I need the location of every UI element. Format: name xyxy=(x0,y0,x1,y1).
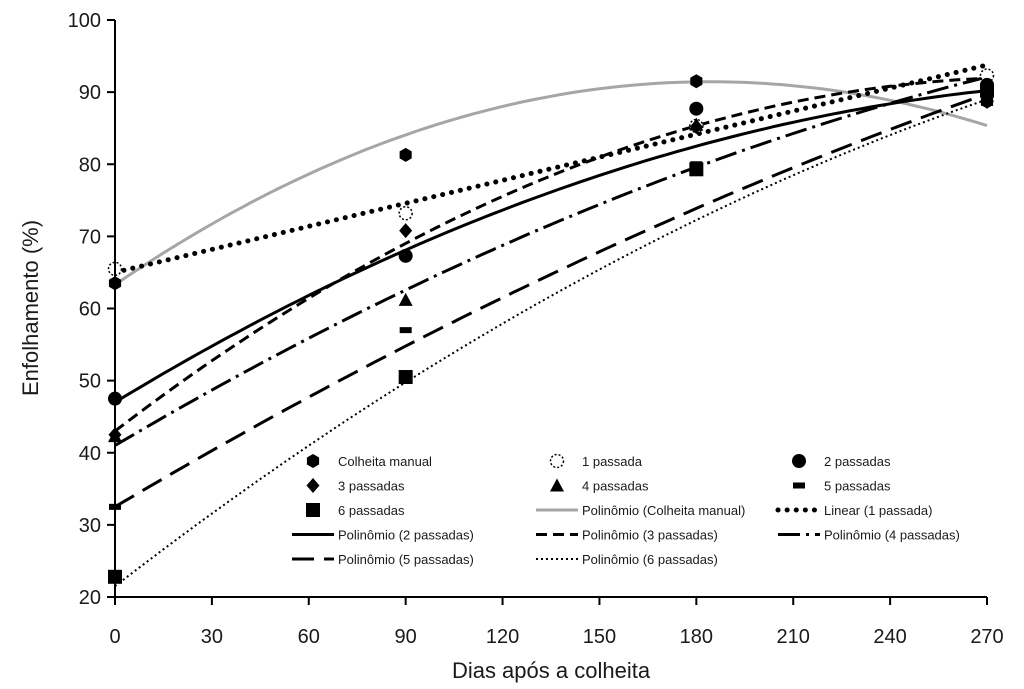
ticks: 0 30 60 90 120 150 180 210 240 270 20 30 40 50 60 70 80 9… xyxy=(68,10,1004,648)
legend-symbol xyxy=(549,453,565,469)
data-point-5-passadas xyxy=(399,327,412,334)
legend-label: Polinômio (6 passadas) xyxy=(582,552,718,567)
legend-entry-5-passadas: 5 passadas xyxy=(793,479,891,494)
legend-entry-colheita-manual: Colheita manual xyxy=(306,454,432,469)
y-tick-label: 50 xyxy=(79,371,101,393)
x-tick-label: 270 xyxy=(970,626,1003,648)
legend-entry-polinomio-2-passadas: Polinômio (2 passadas) xyxy=(292,528,474,543)
legend: Colheita manual 1 passada 2 passadas 3 pass… xyxy=(292,453,960,567)
data-point-colheita-manual xyxy=(690,74,703,89)
legend-label: 5 passadas xyxy=(824,479,891,494)
data-points xyxy=(107,68,995,584)
legend-entry-polinomio-colheita-manual: Polinômio (Colheita manual) xyxy=(536,503,745,518)
y-tick-label: 100 xyxy=(68,10,101,32)
legend-symbol xyxy=(550,478,564,492)
legend-symbol xyxy=(306,454,320,468)
x-axis-title: Dias após a colheita xyxy=(452,658,651,683)
x-tick-label: 60 xyxy=(298,626,320,648)
y-tick-label: 90 xyxy=(79,82,101,104)
legend-label: 3 passadas xyxy=(338,479,405,494)
legend-label: Polinômio (4 passadas) xyxy=(824,528,960,543)
legend-label: 6 passadas xyxy=(338,503,405,518)
legend-entry-4-passadas: 4 passadas xyxy=(550,478,649,494)
trendline-linear-1-passada xyxy=(112,62,990,275)
legend-symbol xyxy=(793,482,805,489)
y-tick-label: 30 xyxy=(79,515,101,537)
legend-entry-polinomio-3-passadas: Polinômio (3 passadas) xyxy=(536,528,718,543)
y-tick-label: 70 xyxy=(79,226,101,248)
x-tick-label: 180 xyxy=(680,626,713,648)
legend-symbol xyxy=(306,478,320,493)
legend-label: 1 passada xyxy=(582,454,643,469)
legend-symbol xyxy=(792,454,806,468)
data-point-4-passadas xyxy=(398,292,413,306)
data-point-2-passadas xyxy=(398,248,413,263)
legend-label: Polinômio (2 passadas) xyxy=(338,528,474,543)
y-tick-label: 20 xyxy=(79,587,101,609)
legend-entry-linear-1-passada: Linear (1 passada) xyxy=(775,503,932,518)
legend-label: Polinômio (5 passadas) xyxy=(338,552,474,567)
y-tick-label: 40 xyxy=(79,443,101,465)
x-tick-label: 0 xyxy=(109,626,120,648)
data-point-2-passadas xyxy=(689,101,704,116)
data-point-6-passadas xyxy=(398,370,413,385)
trendline-polinomio-4-passadas xyxy=(114,75,988,447)
trendline-polinomio-5-passadas xyxy=(114,92,988,509)
x-tick-label: 30 xyxy=(201,626,223,648)
data-point-colheita-manual xyxy=(399,147,412,162)
data-point-1-passada xyxy=(398,206,413,221)
legend-entry-1-passada: 1 passada xyxy=(549,453,643,469)
legend-entry-polinomio-6-passadas: Polinômio (6 passadas) xyxy=(536,552,718,567)
data-point-6-passadas xyxy=(689,162,704,177)
x-tick-label: 210 xyxy=(777,626,810,648)
legend-symbol xyxy=(306,503,320,517)
x-tick-label: 90 xyxy=(395,626,417,648)
legend-label: 2 passadas xyxy=(824,454,891,469)
legend-label: Polinômio (3 passadas) xyxy=(582,528,718,543)
legend-entry-polinomio-5-passadas: Polinômio (5 passadas) xyxy=(292,552,474,567)
legend-label: Linear (1 passada) xyxy=(824,503,932,518)
data-point-4-passadas xyxy=(689,117,704,131)
data-point-6-passadas xyxy=(980,83,994,98)
y-tick-label: 80 xyxy=(79,154,101,176)
legend-label: 4 passadas xyxy=(582,479,649,494)
trendline-polinomio-colheita-manual xyxy=(114,80,988,286)
legend-label: Colheita manual xyxy=(338,454,432,469)
legend-entry-6-passadas: 6 passadas xyxy=(306,503,405,518)
legend-entry-2-passadas: 2 passadas xyxy=(792,454,891,469)
legend-entry-polinomio-4-passadas: Polinômio (4 passadas) xyxy=(778,528,960,543)
trendline-polinomio-2-passadas xyxy=(114,89,988,404)
legend-entry-3-passadas: 3 passadas xyxy=(306,478,405,494)
legend-label: Polinômio (Colheita manual) xyxy=(582,503,745,518)
x-tick-label: 240 xyxy=(873,626,906,648)
trendline-polinomio-6-passadas xyxy=(114,98,988,587)
trendline-polinomio-3-passadas xyxy=(114,76,988,433)
y-axis-title: Enfolhamento (%) xyxy=(18,220,43,396)
x-tick-label: 150 xyxy=(583,626,616,648)
data-point-5-passadas xyxy=(981,99,993,106)
data-point-3-passadas xyxy=(399,223,413,239)
y-tick-label: 60 xyxy=(79,299,101,321)
x-tick-label: 120 xyxy=(486,626,519,648)
trendlines xyxy=(112,62,990,587)
